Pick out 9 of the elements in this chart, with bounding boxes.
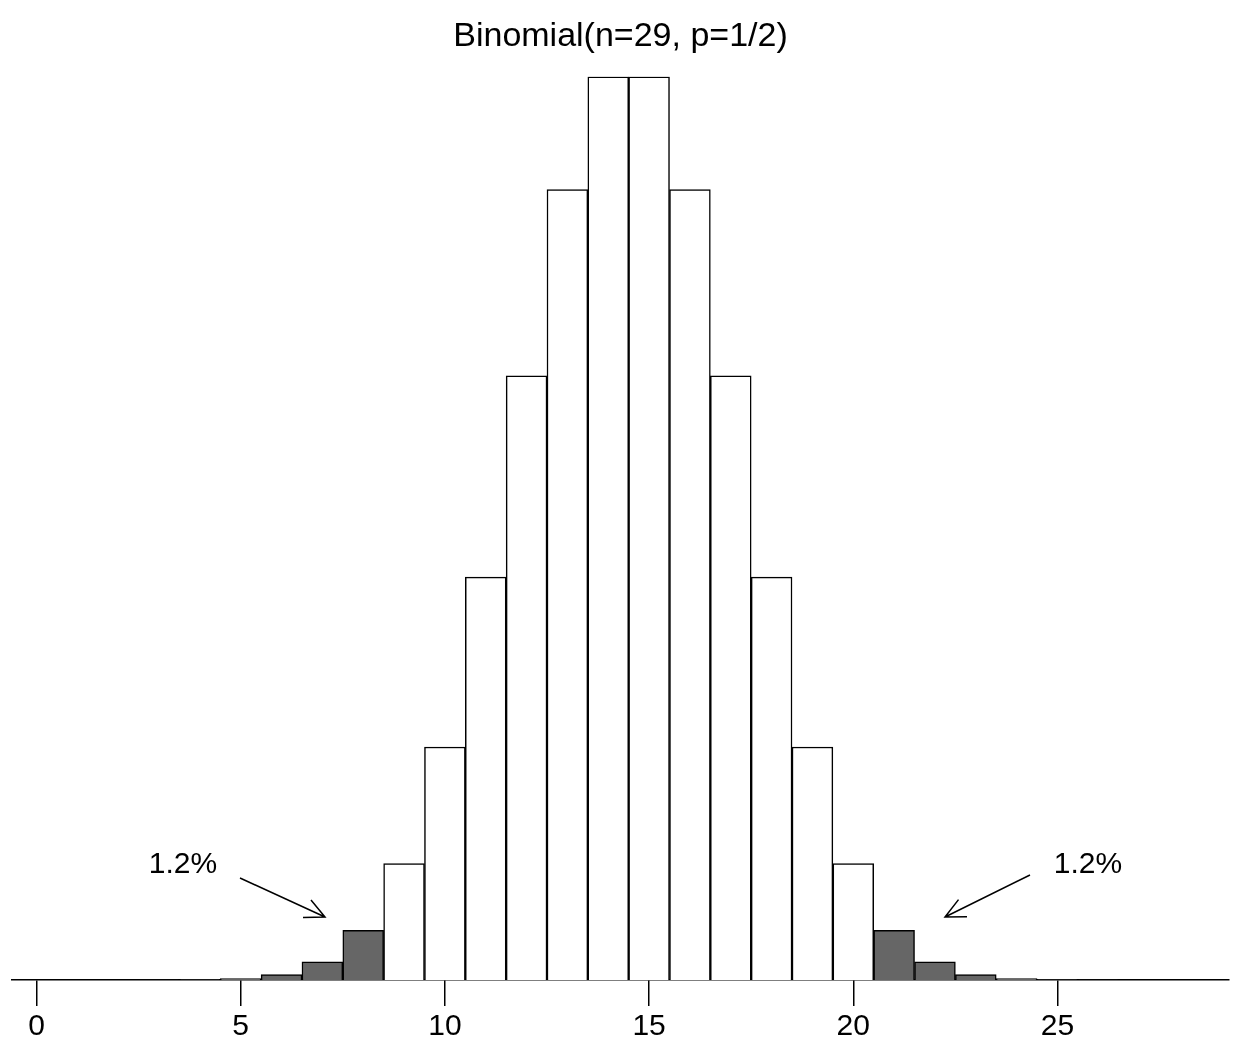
- x-tick-label: 0: [28, 1008, 45, 1042]
- x-tick-label: 15: [632, 1008, 666, 1042]
- chart-title: Binomial(n=29, p=1/2): [453, 14, 788, 53]
- x-tick-label: 25: [1040, 1008, 1075, 1042]
- x-tick-label: 20: [836, 1008, 870, 1042]
- annotation: 1.2%: [1053, 846, 1123, 880]
- x-tick-label: 5: [232, 1008, 250, 1042]
- x-tick-label: 10: [428, 1008, 462, 1042]
- annotation: 1.2%: [148, 846, 218, 880]
